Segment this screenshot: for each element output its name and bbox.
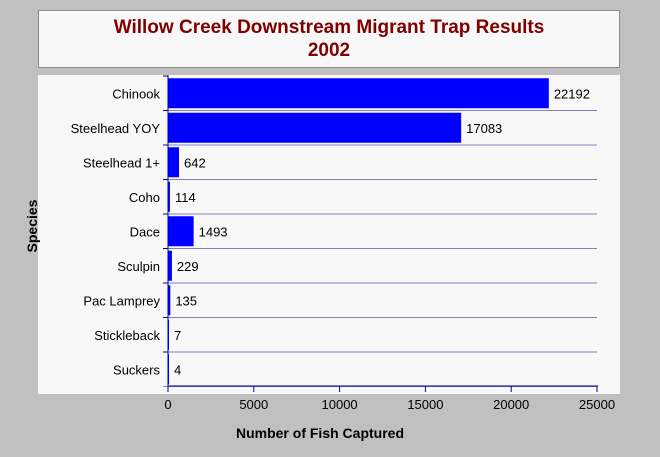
bars-group [168,78,549,385]
x-tick-label: 0 [164,397,171,412]
category-label: Steelhead YOY [71,121,161,136]
value-label: 1493 [199,224,228,239]
value-label: 229 [177,259,199,274]
category-label: Chinook [112,86,160,101]
bar-dace [168,216,194,247]
value-label: 4 [174,362,181,377]
x-tick-label: 20000 [493,397,529,412]
bar-steelhead-1- [168,147,180,178]
chart-title: Willow Creek Downstream Migrant Trap Res… [113,17,545,38]
category-label: Suckers [113,362,160,377]
category-label: Stickleback [94,328,160,343]
category-label: Steelhead 1+ [83,155,160,170]
value-label: 642 [184,155,206,170]
chart-title-box: Willow Creek Downstream Migrant Trap Res… [38,10,620,68]
x-tick-label: 5000 [239,397,268,412]
value-label: 7 [174,328,181,343]
value-label: 17083 [466,121,502,136]
x-axis-title: Number of Fish Captured [236,425,404,441]
bar-pac-lamprey [168,285,171,316]
x-tick-label: 10000 [322,397,358,412]
category-label: Coho [129,190,160,205]
value-labels-group: 22192 17083 642 114 1493 229 135 7 4 [174,86,590,377]
bar-coho [168,181,170,212]
category-label: Dace [130,224,160,239]
value-label: 22192 [554,86,590,101]
y-axis-title: Species [24,199,40,252]
bar-chinook [168,78,549,109]
x-tick-label: 15000 [407,397,443,412]
category-labels-group: Chinook Steelhead YOY Steelhead 1+ Coho Dace… [71,86,161,377]
value-label: 114 [175,190,196,205]
category-label: Pac Lamprey [83,293,160,308]
bar-steelhead-yoy [168,112,462,143]
chart-subtitle: 2002 [307,40,351,61]
grid-lines [163,75,597,387]
value-label: 135 [175,293,197,308]
x-tick-label: 25000 [579,397,615,412]
category-label: Sculpin [117,259,160,274]
bar-sculpin [168,250,172,281]
x-ticks-group: 0 5000 10000 15000 20000 25000 [164,386,615,412]
